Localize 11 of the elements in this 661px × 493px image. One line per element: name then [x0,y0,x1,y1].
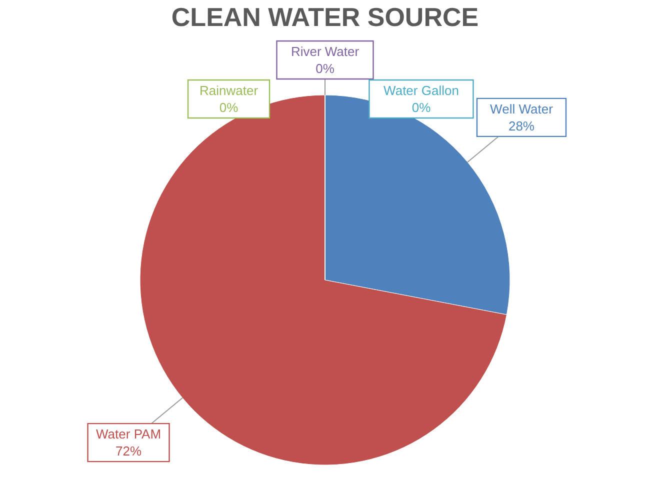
chart-title: CLEAN WATER SOURCE [171,2,479,32]
category-label: River Water [290,44,360,59]
category-label: Rainwater [199,82,258,98]
text: 0% [412,100,431,115]
text: 0% [316,61,334,76]
data-label: 28% [508,118,535,134]
data-label: 72% [116,444,142,459]
text: 0% [219,100,238,115]
slice-label: Well Water [490,101,554,116]
slice-label: Water PAM [96,426,162,442]
category-label: Water Gallon [384,82,459,98]
